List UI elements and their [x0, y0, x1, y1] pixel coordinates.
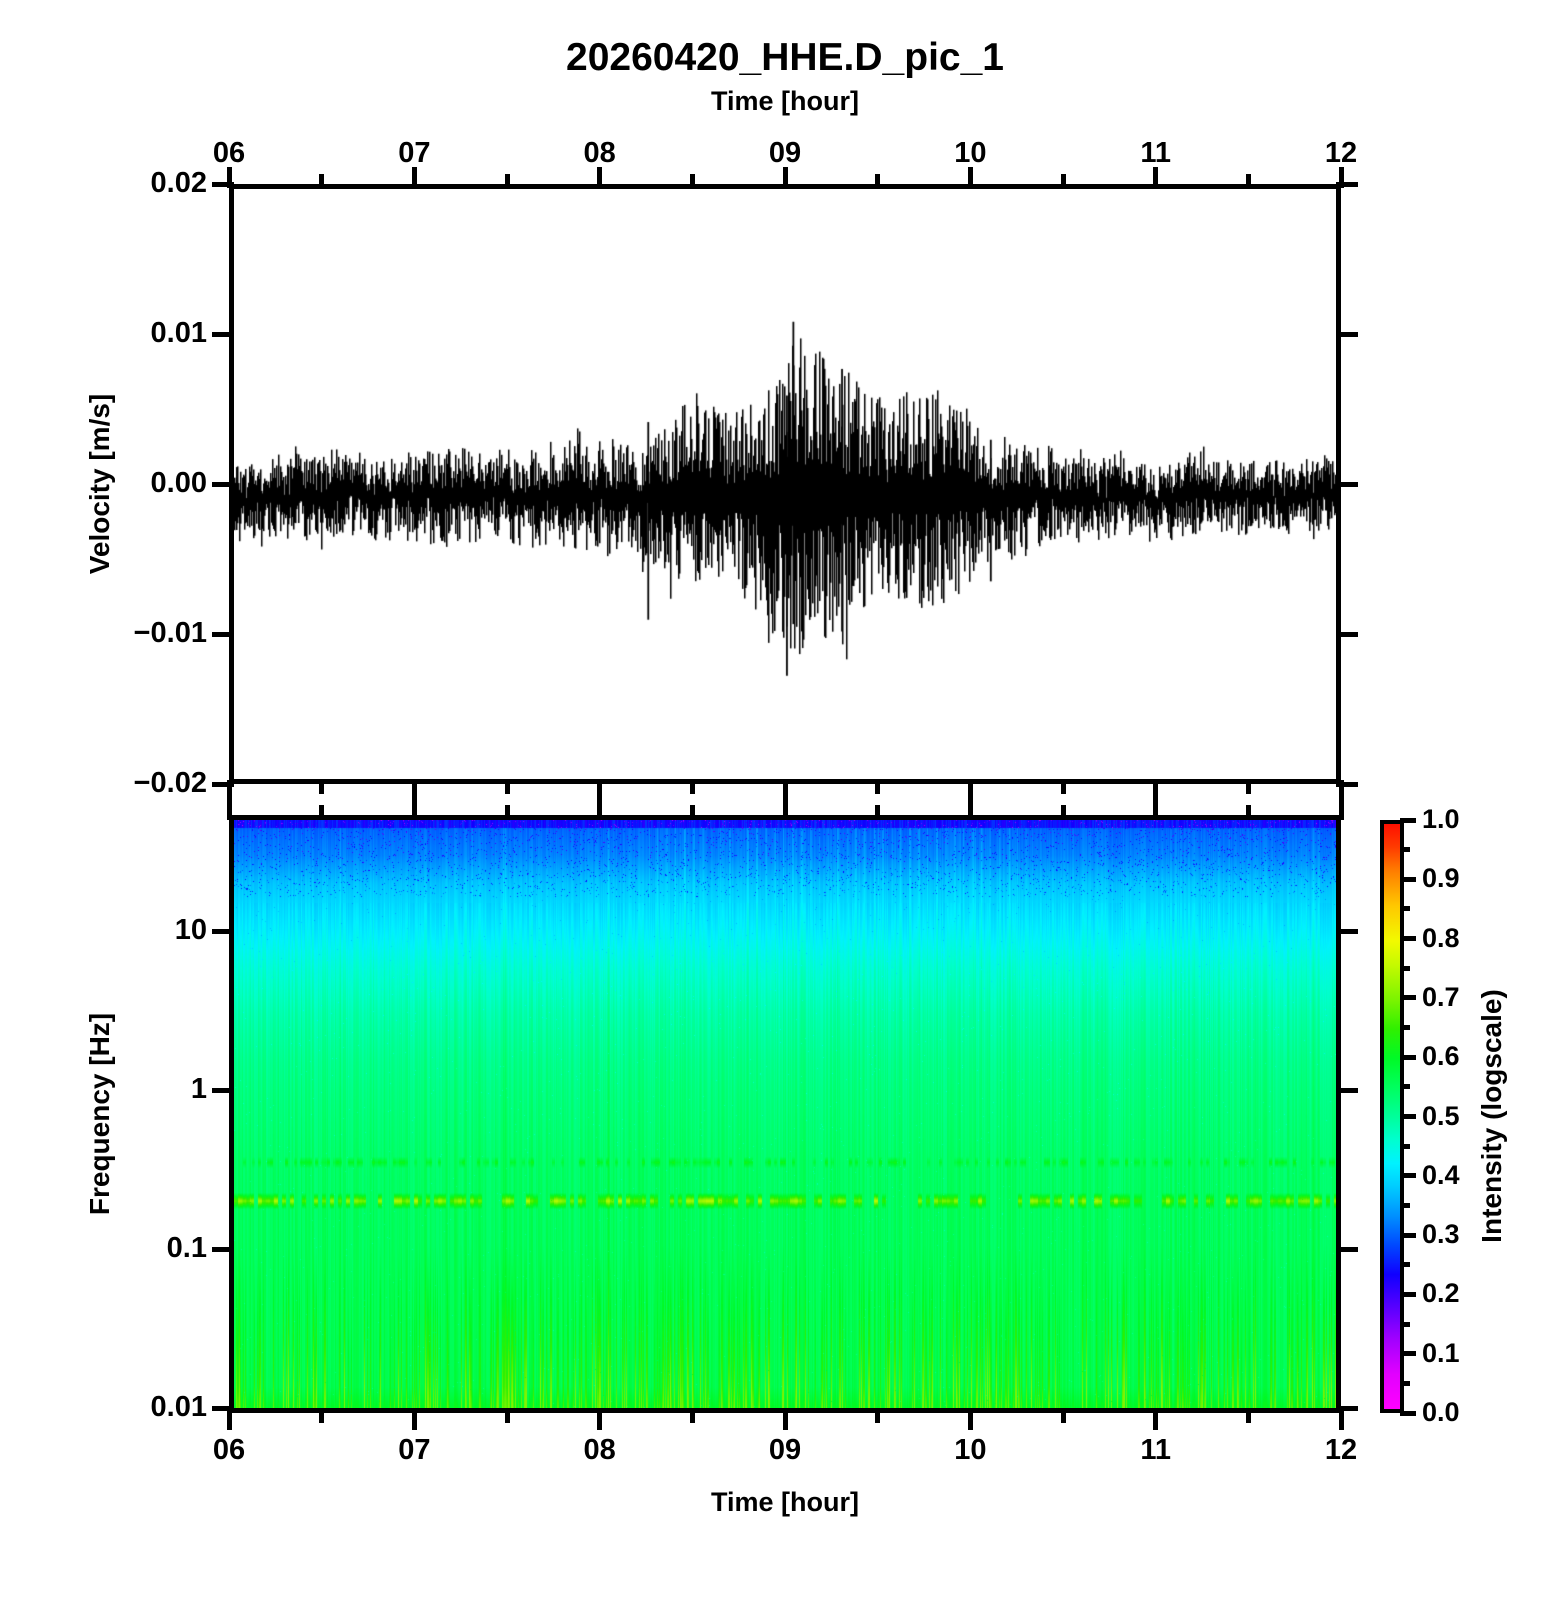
- colorbar-tick-label: 0.1: [1422, 1337, 1460, 1368]
- frequency-tick-label: 0.01: [150, 1391, 207, 1423]
- frequency-tick-label: 0.1: [166, 1232, 207, 1265]
- velocity-tick-label: 0.02: [150, 167, 207, 199]
- bottom-x-tick-label: 06: [212, 1434, 246, 1466]
- top-x-tick-label: 10: [954, 137, 987, 169]
- colorbar-tick-label: 1.0: [1422, 804, 1460, 834]
- colorbar-tick-label: 0.6: [1422, 1041, 1460, 1072]
- velocity-tick-label: 0.00: [150, 467, 207, 499]
- colorbar-gradient: [1384, 824, 1400, 1409]
- frequency-tick-label: 1: [190, 1073, 207, 1106]
- bottom-x-tick-label: 11: [1140, 1434, 1171, 1466]
- frequency-tick-label: 10: [174, 914, 207, 947]
- bottom-x-tick-label: 09: [768, 1434, 802, 1466]
- colorbar-tick-label: 0.9: [1422, 863, 1460, 894]
- bottom-x-tick-label: 07: [398, 1434, 431, 1466]
- top-x-tick-label: 12: [1324, 137, 1358, 169]
- colorbar-tick-label: 0.8: [1422, 922, 1460, 953]
- colorbar-tick-label: 0.2: [1422, 1278, 1460, 1309]
- bottom-time-axis-label: Time [hour]: [711, 1487, 859, 1517]
- bottom-x-tick-label: 10: [954, 1434, 987, 1466]
- colorbar-tick-label: 0.3: [1422, 1219, 1460, 1250]
- colorbar-tick-label: 0.5: [1422, 1100, 1460, 1131]
- velocity-tick-label: 0.01: [150, 317, 207, 349]
- velocity-tick-label: −0.02: [133, 767, 207, 799]
- spectrogram-heatmap-canvas: [234, 820, 1336, 1408]
- bottom-x-tick-label: 12: [1324, 1434, 1358, 1466]
- bottom-x-tick-label: 08: [583, 1434, 616, 1466]
- waveform-trace-canvas: [234, 189, 1336, 779]
- colorbar-tick-label: 0.0: [1422, 1397, 1460, 1427]
- top-x-tick-label: 08: [583, 137, 616, 169]
- top-x-tick-label: 09: [768, 137, 802, 169]
- figure-title: 20260420_HHE.D_pic_1: [566, 36, 1004, 79]
- top-time-axis-label: Time [hour]: [711, 86, 859, 116]
- colorbar-tick-label: 0.4: [1422, 1159, 1460, 1190]
- colorbar-tick-label: 0.7: [1422, 981, 1460, 1012]
- top-x-tick-label: 11: [1140, 137, 1171, 169]
- velocity-tick-label: −0.01: [133, 617, 207, 649]
- top-x-tick-label: 07: [398, 137, 431, 169]
- top-x-tick-label: 06: [212, 137, 246, 169]
